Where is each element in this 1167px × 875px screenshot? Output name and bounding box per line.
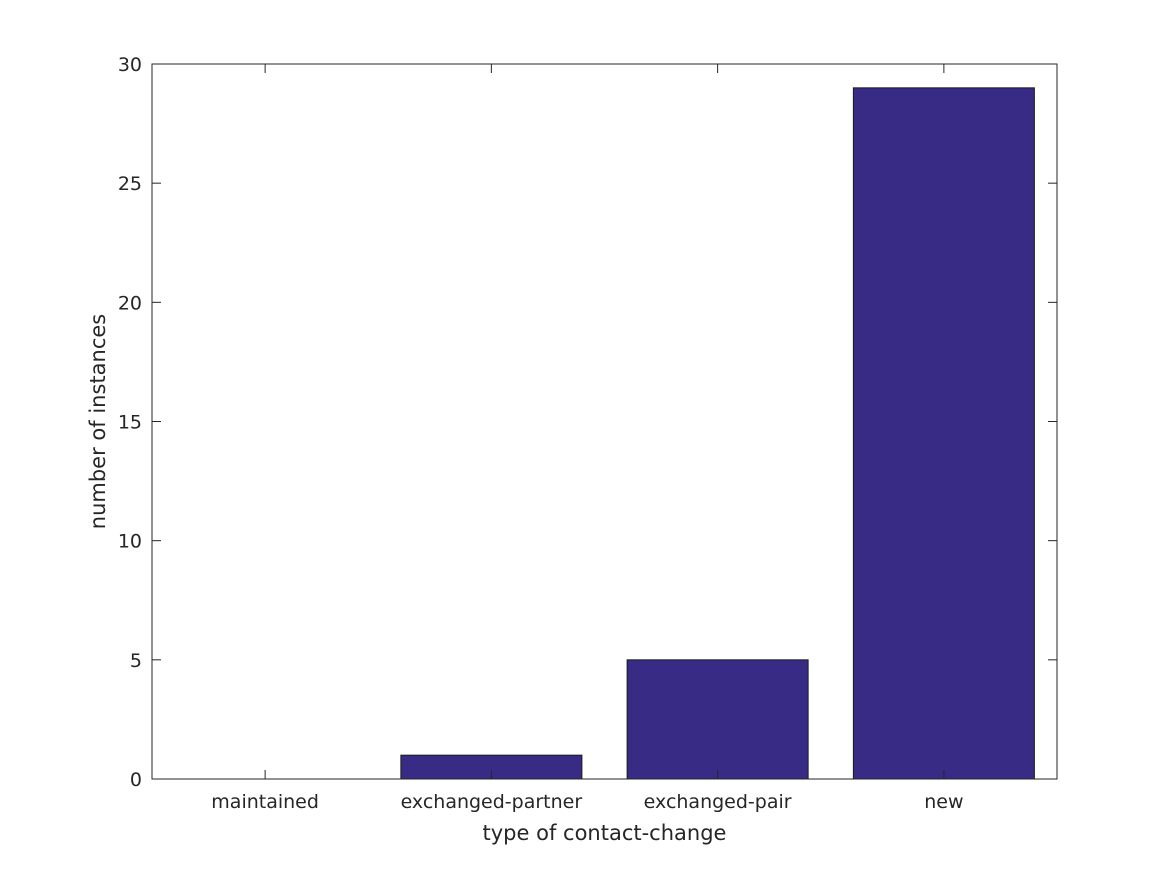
x-tick-label: exchanged-partner — [401, 791, 583, 813]
x-tick-label: maintained — [211, 791, 319, 813]
y-tick-label: 20 — [118, 292, 142, 314]
bar-exchanged-pair — [626, 659, 809, 780]
axes-frame — [151, 63, 1058, 780]
bars-group — [400, 87, 1035, 780]
y-axis-label: number of instances — [86, 314, 110, 529]
y-tick-label: 30 — [118, 54, 142, 76]
x-tick-label: exchanged-pair — [644, 791, 792, 813]
y-tick-label: 0 — [130, 769, 142, 791]
x-axis-label: type of contact-change — [483, 821, 727, 845]
x-ticks-group: maintained exchanged-partner exchanged-pai… — [211, 64, 964, 813]
y-tick-label: 25 — [118, 173, 142, 195]
y-tick-label: 10 — [118, 531, 142, 553]
x-tick-label: new — [924, 791, 963, 813]
y-tick-label: 15 — [118, 412, 142, 434]
bar-new — [852, 87, 1035, 780]
y-tick-label: 5 — [130, 650, 142, 672]
y-ticks-group: 0 5 10 15 20 25 30 — [118, 54, 1057, 791]
